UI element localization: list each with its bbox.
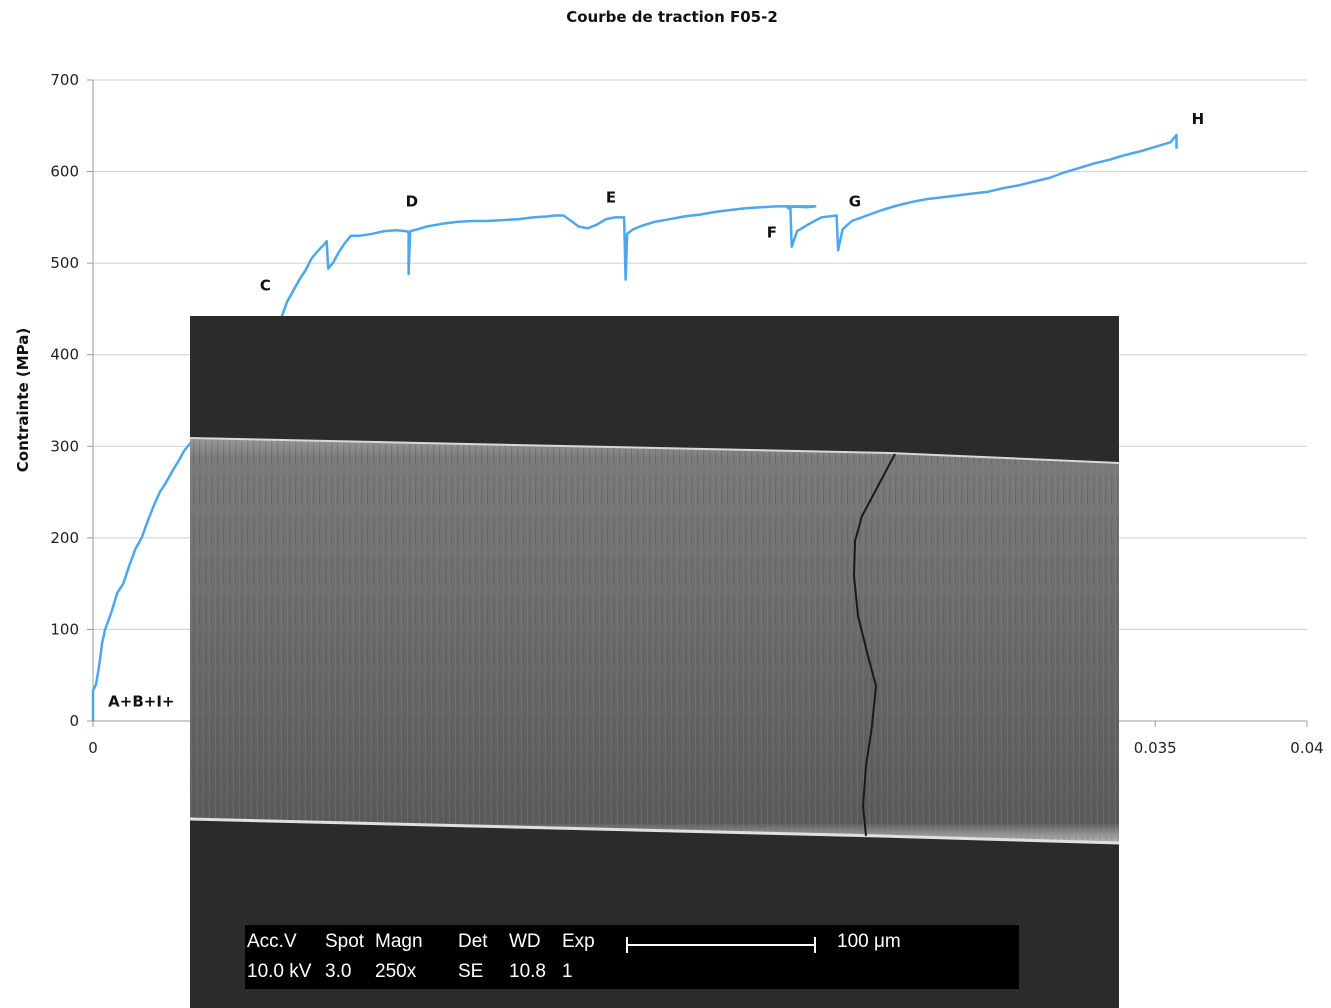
info-value-wd: 10.8 [509, 961, 546, 982]
sem-micrograph-inset: Acc.V Spot Magn Det WD Exp 10.0 kV 3.0 2… [190, 316, 1119, 1008]
y-tick-label: 300 [50, 437, 79, 455]
info-value-magn: 250x [375, 961, 417, 982]
info-label-exp: Exp [562, 931, 595, 952]
x-tick-label: 0.035 [1134, 739, 1177, 757]
info-label-magn: Magn [375, 931, 423, 952]
fiber-bottom-edge [190, 817, 1119, 845]
scale-bar-label: 100 μm [837, 931, 901, 952]
info-label-wd: WD [509, 931, 541, 952]
y-tick-labels: 0 100 200 300 400 500 600 700 [50, 71, 79, 730]
info-label-accv: Acc.V [247, 931, 297, 952]
annotation-layer: A+B+I+ C D E F G H [108, 110, 1204, 710]
y-tick-label: 700 [50, 71, 79, 89]
info-value-det: SE [458, 961, 484, 982]
annotation-c: C [260, 277, 271, 295]
info-value-spot: 3.0 [325, 961, 352, 982]
y-tick-label: 0 [69, 712, 79, 730]
sem-image [190, 316, 1119, 1008]
annotation-f: F [767, 224, 777, 242]
chart-title: Courbe de traction F05-2 [566, 8, 778, 26]
info-label-det: Det [458, 931, 488, 952]
series-line [91, 133, 1178, 721]
y-tick-label: 400 [50, 346, 79, 364]
y-tick-label: 200 [50, 529, 79, 547]
info-label-spot: Spot [325, 931, 365, 952]
y-tick-label: 600 [50, 163, 79, 181]
annotation-abi: A+B+I+ [108, 692, 174, 710]
annotation-h: H [1192, 110, 1205, 128]
info-value-accv: 10.0 kV [247, 961, 312, 982]
y-axis-label: Contrainte (MPa) [14, 328, 32, 472]
series-layer [91, 133, 1178, 721]
fiber-texture [190, 438, 1119, 843]
y-tick-label: 500 [50, 254, 79, 272]
annotation-g: G [849, 192, 861, 210]
x-tick-label: 0 [88, 739, 98, 757]
x-tick-labels: 0 0.035 0.04 [88, 739, 1323, 757]
y-tick-label: 100 [50, 620, 79, 638]
crack-line [852, 453, 896, 837]
info-value-exp: 1 [562, 961, 573, 982]
fiber-top-edge [190, 437, 1119, 464]
x-tick-label: 0.04 [1290, 739, 1323, 757]
annotation-e: E [606, 189, 616, 207]
sem-info-bar: Acc.V Spot Magn Det WD Exp 10.0 kV 3.0 2… [245, 925, 1019, 989]
annotation-d: D [406, 192, 418, 210]
scale-bar [626, 937, 816, 953]
